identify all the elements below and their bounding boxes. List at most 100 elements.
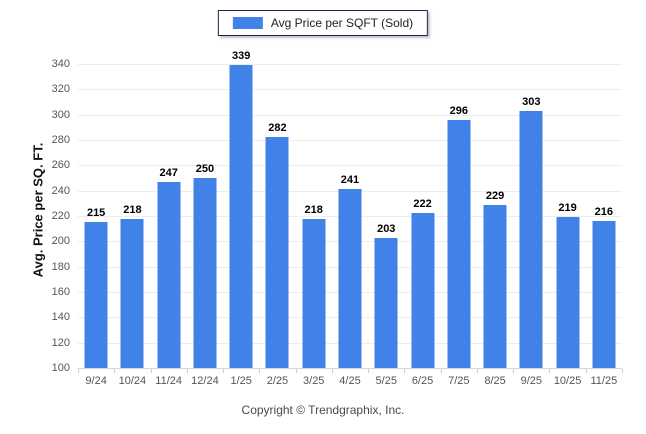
bar-slot: 215 xyxy=(78,64,114,368)
bar xyxy=(84,222,108,368)
y-tick-label: 280 xyxy=(51,134,70,146)
bar-value-label: 250 xyxy=(195,163,215,175)
x-axis-tick-mark xyxy=(114,369,116,373)
bar-slot: 203 xyxy=(368,64,404,368)
bar-slot: 241 xyxy=(332,64,368,368)
y-tick-label: 220 xyxy=(51,210,70,222)
bar-value-label: 229 xyxy=(485,189,505,202)
x-tick-label: 11/25 xyxy=(590,375,618,387)
bar xyxy=(556,217,580,368)
x-axis-tick-mark xyxy=(513,369,515,373)
y-tick-label: 300 xyxy=(51,108,70,121)
x-tick-label: 10/24 xyxy=(118,375,147,387)
x-tick-label: 5/25 xyxy=(375,375,397,387)
bar-value-label: 247 xyxy=(159,166,178,179)
x-axis-tick-mark xyxy=(440,369,442,373)
x-tick-label: 11/24 xyxy=(155,375,183,387)
bar xyxy=(338,189,362,368)
bar-value-label: 222 xyxy=(413,198,432,211)
x-axis-tick-mark xyxy=(223,369,225,373)
bar-value-label: 282 xyxy=(268,122,287,135)
bar-value-label: 241 xyxy=(340,174,360,187)
bar xyxy=(265,137,289,368)
x-tick-label: 9/25 xyxy=(520,375,543,387)
bar-slot: 218 xyxy=(296,64,332,368)
y-tick-label: 340 xyxy=(51,58,70,70)
y-tick-label: 100 xyxy=(51,362,70,374)
gridline xyxy=(78,89,622,91)
bar-slot: 229 xyxy=(477,64,513,368)
x-tick-label: 2/25 xyxy=(266,375,289,387)
y-tick-label: 120 xyxy=(51,336,70,349)
x-tick-label: 6/25 xyxy=(411,375,434,387)
gridline xyxy=(78,165,622,167)
x-tick-label: 1/25 xyxy=(230,375,252,387)
bar-slot: 339 xyxy=(223,50,259,368)
y-tick-label: 260 xyxy=(51,159,70,172)
x-axis-tick-mark xyxy=(476,369,478,373)
bar-value-label: 296 xyxy=(449,104,468,117)
x-tick-label: 9/24 xyxy=(85,375,107,387)
y-tick-label: 240 xyxy=(51,184,70,197)
gridline xyxy=(78,64,622,65)
footer-text: Copyright © Trendgraphix, Inc. xyxy=(241,403,405,417)
bar-value-label: 303 xyxy=(522,95,541,108)
bar xyxy=(157,181,181,368)
bar-value-label: 218 xyxy=(304,203,323,216)
bar-value-label: 339 xyxy=(232,50,251,63)
bar-slot: 296 xyxy=(441,64,477,368)
bar xyxy=(193,178,217,368)
x-axis-tick-mark xyxy=(295,369,297,373)
x-tick-label: 8/25 xyxy=(484,375,506,387)
bar xyxy=(229,65,253,368)
bar xyxy=(519,110,543,368)
x-axis-tick-mark xyxy=(186,369,188,373)
legend-swatch xyxy=(232,17,263,29)
bar-value-label: 216 xyxy=(594,206,614,219)
bar-slot: 282 xyxy=(259,64,295,368)
bar-slot: 218 xyxy=(114,64,150,368)
bar xyxy=(411,213,435,368)
gridline xyxy=(78,140,622,141)
x-tick-label: 4/25 xyxy=(339,375,361,387)
bar-slot: 247 xyxy=(151,64,187,368)
x-axis-tick-mark xyxy=(585,369,587,373)
x-axis-tick-mark xyxy=(259,369,261,373)
bar-value-label: 218 xyxy=(123,203,142,216)
bar-value-label: 203 xyxy=(377,222,396,235)
bar-slot: 250 xyxy=(187,64,223,368)
x-axis-tick-mark xyxy=(549,369,551,373)
bar xyxy=(592,221,616,368)
legend-label: Avg Price per SQFT (Sold) xyxy=(270,16,414,30)
bar xyxy=(374,237,398,368)
legend: Avg Price per SQFT (Sold) xyxy=(217,10,429,36)
x-axis-tick-mark xyxy=(78,369,79,373)
bar-slot: 222 xyxy=(404,64,440,368)
bar-value-label: 215 xyxy=(86,207,106,220)
bar-slot: 216 xyxy=(586,64,622,368)
x-tick-label: 12/24 xyxy=(191,375,219,387)
bar-slot: 303 xyxy=(513,64,549,368)
x-tick-label: 3/25 xyxy=(303,375,325,387)
x-axis-tick-mark xyxy=(404,369,406,373)
y-tick-label: 180 xyxy=(51,260,70,273)
y-tick-label: 320 xyxy=(51,83,70,96)
bar-slot: 219 xyxy=(549,64,585,368)
x-axis-tick-mark xyxy=(368,369,370,373)
bar xyxy=(120,218,144,368)
x-axis-tick-mark xyxy=(622,369,623,373)
x-tick-label: 10/25 xyxy=(553,375,582,387)
x-axis-tick-mark xyxy=(331,369,333,373)
plot-area: 215 218 247 250 339 282 218 241 203 222 296 229 303 2… xyxy=(78,50,622,369)
x-axis-tick-mark xyxy=(150,369,152,373)
y-tick-label: 160 xyxy=(51,286,70,298)
bar xyxy=(483,204,507,368)
y-tick-label: 200 xyxy=(51,235,70,248)
x-tick-label: 7/25 xyxy=(448,375,470,387)
bar xyxy=(302,218,326,368)
y-tick-label: 140 xyxy=(51,311,70,324)
bar xyxy=(447,119,471,368)
bar-value-label: 219 xyxy=(558,202,577,215)
gridline xyxy=(78,114,622,116)
